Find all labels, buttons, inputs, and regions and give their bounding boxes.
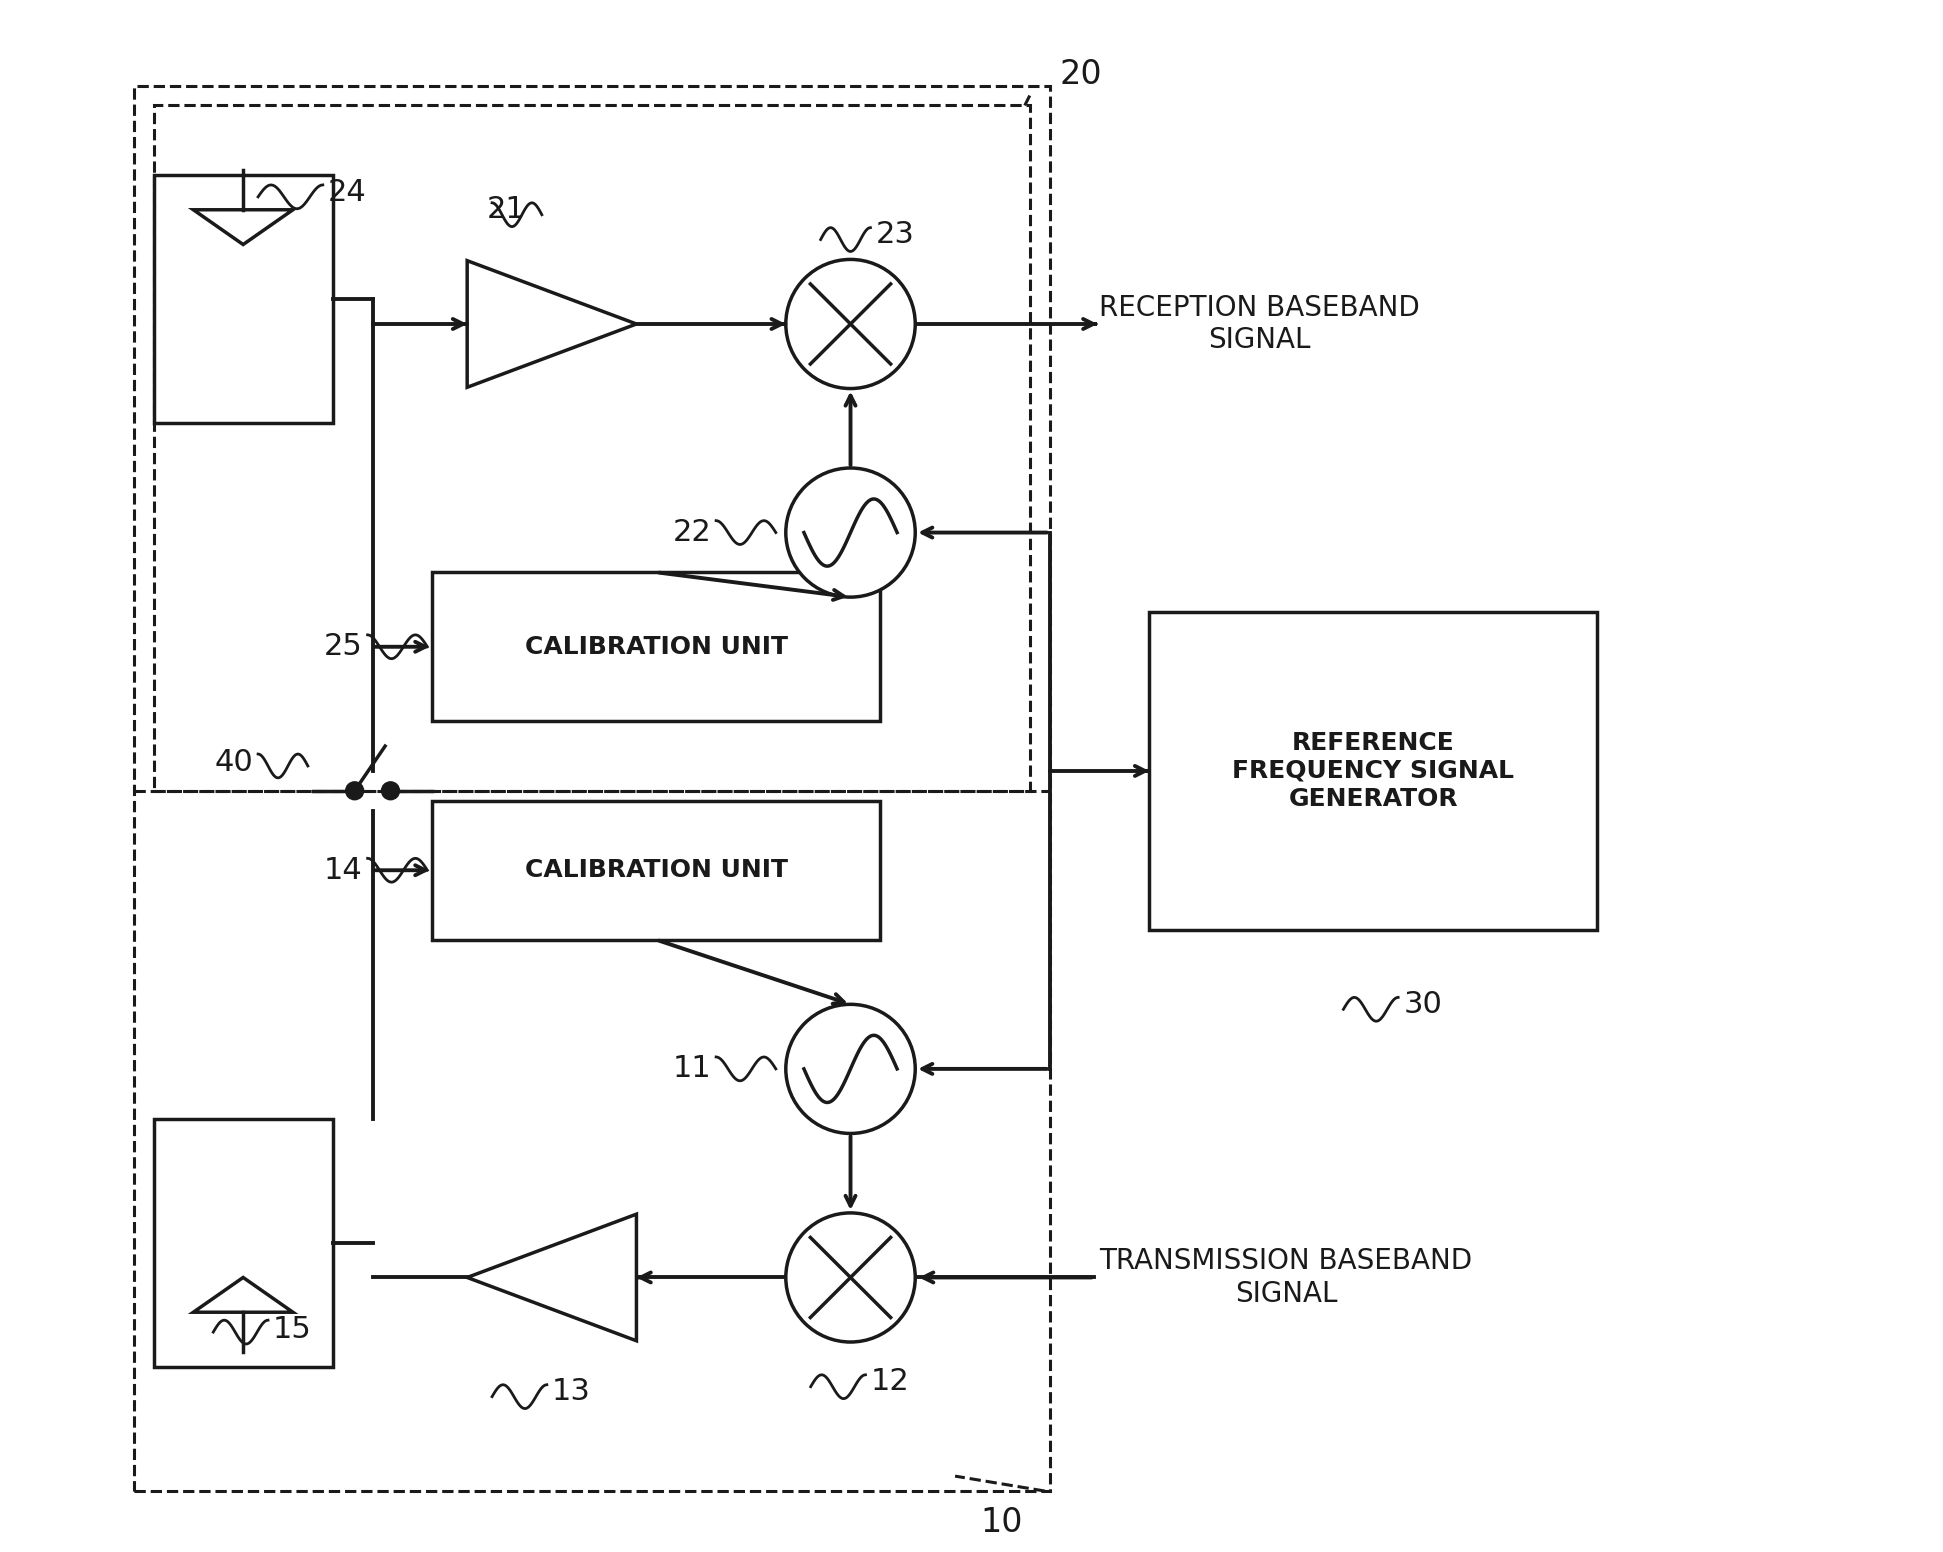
Text: 25: 25 — [324, 632, 363, 661]
Text: RECEPTION BASEBAND
SIGNAL: RECEPTION BASEBAND SIGNAL — [1100, 293, 1420, 354]
Text: CALIBRATION UNIT: CALIBRATION UNIT — [525, 635, 787, 658]
Text: 12: 12 — [870, 1367, 909, 1397]
Circle shape — [785, 1004, 915, 1133]
Polygon shape — [194, 210, 293, 245]
Text: 21: 21 — [488, 196, 527, 223]
Polygon shape — [1148, 611, 1597, 930]
Text: CALIBRATION UNIT: CALIBRATION UNIT — [525, 858, 787, 882]
Text: REFERENCE
FREQUENCY SIGNAL
GENERATOR: REFERENCE FREQUENCY SIGNAL GENERATOR — [1232, 731, 1514, 810]
Circle shape — [785, 469, 915, 598]
Text: 24: 24 — [328, 178, 367, 208]
Circle shape — [785, 1214, 915, 1342]
Text: TRANSMISSION BASEBAND
SIGNAL: TRANSMISSION BASEBAND SIGNAL — [1100, 1248, 1473, 1308]
Polygon shape — [466, 1214, 637, 1341]
Circle shape — [346, 782, 363, 799]
Polygon shape — [466, 261, 637, 388]
Circle shape — [785, 259, 915, 388]
Text: 23: 23 — [876, 220, 915, 248]
Text: 10: 10 — [979, 1505, 1022, 1540]
Text: 14: 14 — [324, 855, 363, 885]
Text: 13: 13 — [552, 1377, 591, 1406]
Polygon shape — [433, 573, 880, 722]
Text: 30: 30 — [1403, 990, 1442, 1018]
Polygon shape — [153, 1119, 332, 1367]
Circle shape — [381, 782, 400, 799]
Text: 40: 40 — [214, 748, 253, 778]
Text: 20: 20 — [1059, 57, 1102, 90]
Polygon shape — [194, 1277, 293, 1313]
Text: 11: 11 — [672, 1054, 711, 1083]
Text: 15: 15 — [274, 1315, 311, 1344]
Text: 22: 22 — [672, 518, 711, 546]
Polygon shape — [433, 801, 880, 941]
Polygon shape — [153, 175, 332, 424]
